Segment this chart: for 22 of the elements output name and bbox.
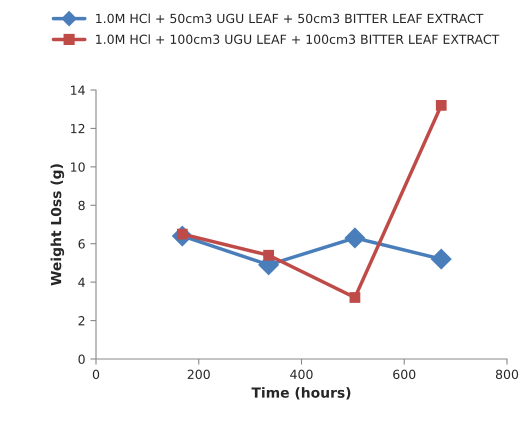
x-tick-label: 400 xyxy=(290,370,313,380)
y-tick-label: 12 xyxy=(71,124,84,134)
x-tick-label: 0 xyxy=(92,370,100,380)
x-tick-label: 200 xyxy=(188,370,210,380)
y-axis-title: Weight L0ss (g) xyxy=(50,164,64,286)
y-tick-label: 2 xyxy=(78,316,84,326)
y-tick-label: 10 xyxy=(71,162,85,172)
y-tick-label: 8 xyxy=(78,200,85,210)
x-tick-label: 600 xyxy=(393,370,416,380)
legend-label: 1.0M HCl + 50cm3 UGU LEAF + 50cm3 BITTER LEAF EXTRACT xyxy=(96,13,484,24)
point xyxy=(263,250,274,261)
y-tick-label: 14 xyxy=(71,86,85,95)
y-tick-label: 0 xyxy=(78,354,85,364)
point xyxy=(350,292,360,303)
y-tick-label: 6 xyxy=(78,239,85,249)
x-axis-title: Time (hours) xyxy=(252,387,350,400)
y-tick-label: 4 xyxy=(78,278,85,287)
point xyxy=(436,100,447,111)
point xyxy=(430,248,452,270)
x-tick-label: 800 xyxy=(496,370,518,380)
legend-label: 1.0M HCl + 100cm3 UGU LEAF + 100cm3 BITTER LEAF EXTRACT xyxy=(96,34,500,44)
point xyxy=(344,228,366,248)
